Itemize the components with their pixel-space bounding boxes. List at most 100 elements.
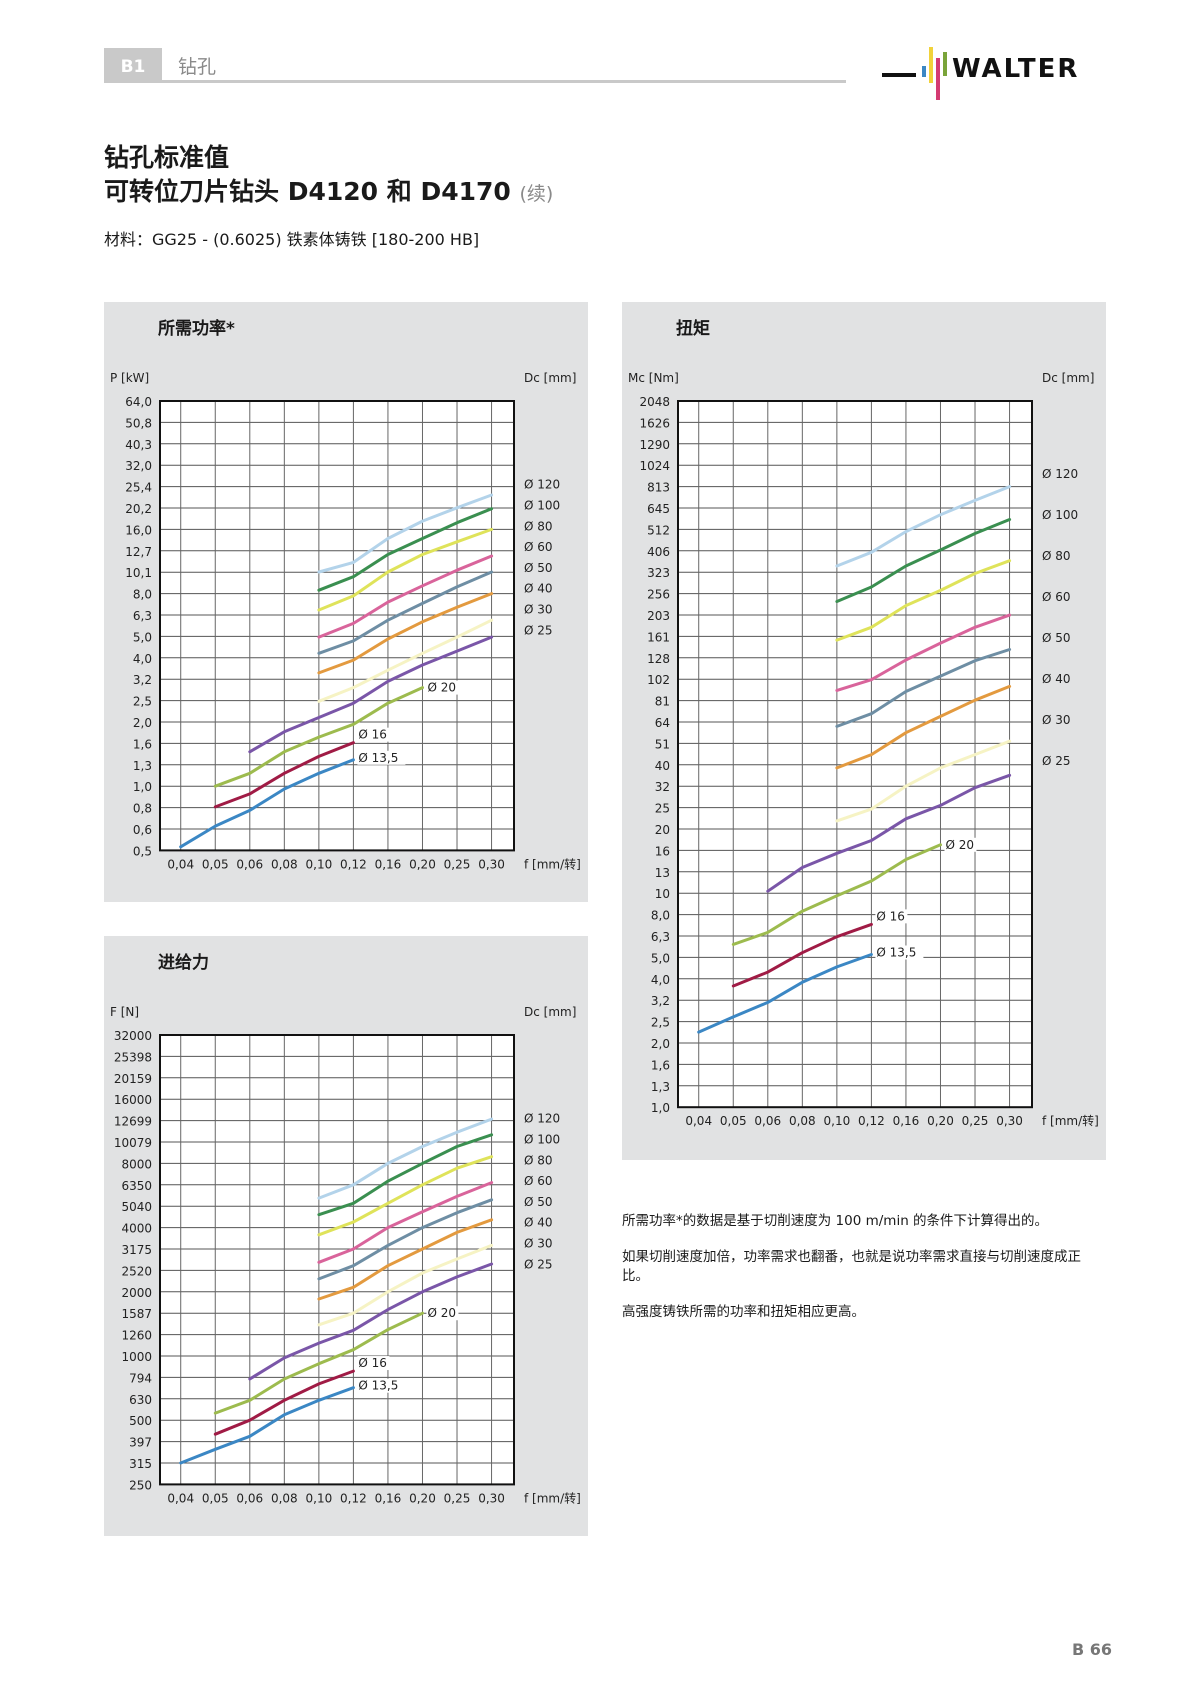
svg-text:Ø 20: Ø 20 xyxy=(945,838,974,852)
svg-text:20,2: 20,2 xyxy=(125,502,152,516)
svg-text:Ø 120: Ø 120 xyxy=(524,1112,560,1126)
svg-text:2048: 2048 xyxy=(639,395,670,409)
svg-text:4,0: 4,0 xyxy=(651,973,670,987)
svg-text:0,12: 0,12 xyxy=(858,1114,885,1128)
svg-text:8000: 8000 xyxy=(121,1157,152,1171)
svg-text:40,3: 40,3 xyxy=(125,438,152,452)
svg-text:32: 32 xyxy=(655,780,670,794)
svg-text:16000: 16000 xyxy=(114,1093,152,1107)
svg-text:64,0: 64,0 xyxy=(125,395,152,409)
svg-text:Ø 13,5: Ø 13,5 xyxy=(876,945,916,959)
svg-text:Ø 50: Ø 50 xyxy=(1042,631,1071,645)
svg-text:0,16: 0,16 xyxy=(375,857,402,871)
svg-text:1,3: 1,3 xyxy=(651,1080,670,1094)
svg-text:Ø 100: Ø 100 xyxy=(524,1133,560,1147)
svg-text:16,0: 16,0 xyxy=(125,523,152,537)
svg-text:P [kW]: P [kW] xyxy=(110,371,149,385)
svg-text:630: 630 xyxy=(129,1393,152,1407)
svg-text:0,05: 0,05 xyxy=(202,857,229,871)
svg-text:323: 323 xyxy=(647,566,670,580)
svg-text:f [mm/转]: f [mm/转] xyxy=(524,856,581,871)
svg-text:0,04: 0,04 xyxy=(167,857,194,871)
svg-text:0,25: 0,25 xyxy=(962,1114,989,1128)
svg-text:25,4: 25,4 xyxy=(125,481,152,495)
svg-text:Ø 80: Ø 80 xyxy=(524,1153,553,1167)
svg-text:2520: 2520 xyxy=(121,1264,152,1278)
svg-text:Ø 80: Ø 80 xyxy=(1042,549,1071,563)
svg-text:32000: 32000 xyxy=(114,1029,152,1043)
svg-text:0,6: 0,6 xyxy=(133,823,152,837)
svg-text:Ø 60: Ø 60 xyxy=(524,1174,553,1188)
svg-text:Ø 30: Ø 30 xyxy=(524,603,553,617)
svg-text:500: 500 xyxy=(129,1414,152,1428)
svg-text:Ø 16: Ø 16 xyxy=(358,728,387,742)
logo-text: WALTER xyxy=(952,54,1079,84)
svg-text:Ø 16: Ø 16 xyxy=(876,909,905,923)
svg-text:0,10: 0,10 xyxy=(306,857,333,871)
svg-text:Ø 25: Ø 25 xyxy=(524,1257,553,1271)
svg-text:2,0: 2,0 xyxy=(133,716,152,730)
svg-text:0,16: 0,16 xyxy=(375,1491,402,1505)
svg-text:6,3: 6,3 xyxy=(651,930,670,944)
svg-text:10,1: 10,1 xyxy=(125,566,152,580)
header-divider xyxy=(104,80,846,83)
svg-text:0,08: 0,08 xyxy=(789,1114,816,1128)
continued-mark: (续) xyxy=(519,183,554,205)
svg-text:Dc [mm]: Dc [mm] xyxy=(1042,371,1094,385)
svg-text:161: 161 xyxy=(647,630,670,644)
svg-text:203: 203 xyxy=(647,609,670,623)
svg-text:Ø 60: Ø 60 xyxy=(524,540,553,554)
svg-text:0,20: 0,20 xyxy=(927,1114,954,1128)
material-line: 材料：GG25 - (0.6025) 铁素体铸铁 [180-200 HB] xyxy=(104,230,480,249)
svg-text:0,8: 0,8 xyxy=(133,802,152,816)
svg-text:Ø 20: Ø 20 xyxy=(427,681,456,695)
power-chart-panel: 所需功率* 64,0 50,8 40,3 32,0 25,4 20,2 16,0 12,7 10… xyxy=(104,302,588,902)
svg-text:0,5: 0,5 xyxy=(133,844,152,858)
svg-text:50,8: 50,8 xyxy=(125,416,152,430)
svg-text:8,0: 8,0 xyxy=(133,588,152,602)
svg-text:Ø 40: Ø 40 xyxy=(1042,672,1071,686)
svg-text:0,30: 0,30 xyxy=(996,1114,1023,1128)
note-1: 所需功率*的数据是基于切削速度为 100 m/min 的条件下计算得出的。 xyxy=(622,1213,1049,1229)
svg-text:5040: 5040 xyxy=(121,1200,152,1214)
svg-text:20159: 20159 xyxy=(114,1072,152,1086)
torque-chart: 2048162612901024813645512406323256203161… xyxy=(628,371,1099,1128)
svg-text:2,5: 2,5 xyxy=(651,1016,670,1030)
svg-text:10079: 10079 xyxy=(114,1136,152,1150)
svg-text:256: 256 xyxy=(647,588,670,602)
page-number: B 66 xyxy=(1072,1640,1113,1659)
svg-text:1626: 1626 xyxy=(639,416,670,430)
svg-text:4,0: 4,0 xyxy=(133,652,152,666)
svg-text:Ø 20: Ø 20 xyxy=(427,1306,456,1320)
svg-text:0,12: 0,12 xyxy=(340,857,367,871)
svg-text:Ø 13,5: Ø 13,5 xyxy=(358,1379,398,1393)
svg-text:0,20: 0,20 xyxy=(409,1491,436,1505)
svg-text:0,25: 0,25 xyxy=(444,1491,471,1505)
svg-text:0,05: 0,05 xyxy=(202,1491,229,1505)
subtitle-text: 可转位刀片钻头 D4120 和 D4170 xyxy=(104,177,511,206)
feed-force-chart: 32000 25398 20159 16000 12699 10079 8000 6350 50… xyxy=(110,1005,581,1505)
svg-text:Mc [Nm]: Mc [Nm] xyxy=(628,371,679,385)
svg-text:0,04: 0,04 xyxy=(685,1114,712,1128)
walter-logo: WALTER xyxy=(882,47,1079,100)
page-title: 钻孔标准值 xyxy=(104,143,230,172)
svg-text:1,3: 1,3 xyxy=(133,759,152,773)
svg-text:813: 813 xyxy=(647,481,670,495)
svg-text:1,0: 1,0 xyxy=(651,1101,670,1115)
svg-text:Ø 50: Ø 50 xyxy=(524,561,553,575)
svg-text:6350: 6350 xyxy=(121,1179,152,1193)
svg-text:1,0: 1,0 xyxy=(133,780,152,794)
power-chart: 64,0 50,8 40,3 32,0 25,4 20,2 16,0 12,7 10,1 8,0 6… xyxy=(110,371,581,871)
svg-text:25: 25 xyxy=(655,802,670,816)
svg-text:Dc [mm]: Dc [mm] xyxy=(524,1005,576,1019)
svg-text:397: 397 xyxy=(129,1436,152,1450)
torque-chart-panel: 扭矩 2048 1626 1290 1024 813 645 512 406 323 256 203… xyxy=(622,302,1106,1160)
svg-text:1587: 1587 xyxy=(121,1307,152,1321)
svg-text:1,6: 1,6 xyxy=(651,1058,670,1072)
torque-chart-title: 扭矩 xyxy=(676,319,710,339)
svg-text:Ø 40: Ø 40 xyxy=(524,1216,553,1230)
svg-text:0,06: 0,06 xyxy=(236,857,263,871)
svg-text:0,10: 0,10 xyxy=(824,1114,851,1128)
svg-text:2,5: 2,5 xyxy=(133,695,152,709)
svg-text:0,30: 0,30 xyxy=(478,857,505,871)
